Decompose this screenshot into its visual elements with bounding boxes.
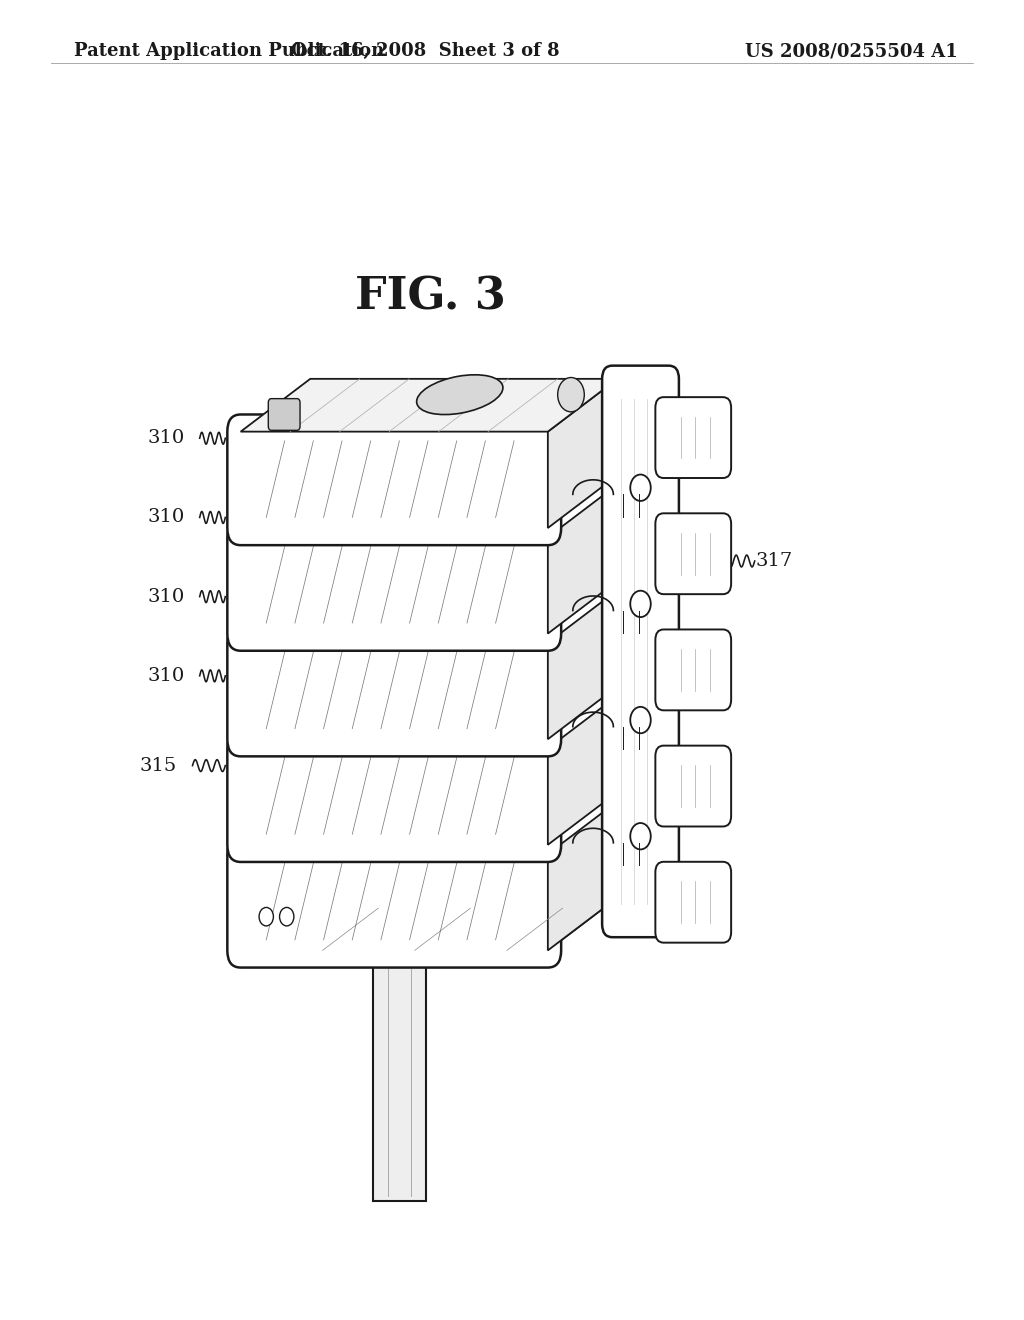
Circle shape xyxy=(630,475,651,502)
Text: 310: 310 xyxy=(147,667,184,685)
FancyBboxPatch shape xyxy=(655,513,731,594)
Text: 310: 310 xyxy=(147,429,184,447)
FancyBboxPatch shape xyxy=(373,908,426,1201)
Polygon shape xyxy=(548,484,617,634)
Circle shape xyxy=(630,590,651,618)
Polygon shape xyxy=(548,801,617,950)
Text: 315: 315 xyxy=(140,756,177,775)
FancyBboxPatch shape xyxy=(655,630,731,710)
Text: Patent Application Publication: Patent Application Publication xyxy=(74,42,384,61)
Polygon shape xyxy=(548,590,617,739)
Circle shape xyxy=(630,706,651,734)
FancyBboxPatch shape xyxy=(227,731,561,862)
FancyBboxPatch shape xyxy=(655,862,731,942)
FancyBboxPatch shape xyxy=(268,399,300,430)
Text: 310: 310 xyxy=(147,587,184,606)
FancyBboxPatch shape xyxy=(227,626,561,756)
FancyBboxPatch shape xyxy=(602,366,679,937)
Circle shape xyxy=(259,907,273,925)
FancyBboxPatch shape xyxy=(227,520,561,651)
Text: US 2008/0255504 A1: US 2008/0255504 A1 xyxy=(744,42,957,61)
Circle shape xyxy=(280,907,294,925)
FancyBboxPatch shape xyxy=(227,837,561,968)
Polygon shape xyxy=(548,379,617,528)
FancyBboxPatch shape xyxy=(655,746,731,826)
Text: FIG. 3: FIG. 3 xyxy=(354,276,506,318)
Polygon shape xyxy=(241,379,617,432)
Polygon shape xyxy=(241,898,617,950)
Circle shape xyxy=(630,824,651,850)
Text: Oct. 16, 2008  Sheet 3 of 8: Oct. 16, 2008 Sheet 3 of 8 xyxy=(291,42,559,61)
FancyBboxPatch shape xyxy=(655,397,731,478)
Text: 317: 317 xyxy=(756,552,793,570)
Text: 310: 310 xyxy=(147,508,184,527)
Ellipse shape xyxy=(417,375,503,414)
Circle shape xyxy=(558,378,585,412)
FancyBboxPatch shape xyxy=(227,414,561,545)
Polygon shape xyxy=(548,696,617,845)
